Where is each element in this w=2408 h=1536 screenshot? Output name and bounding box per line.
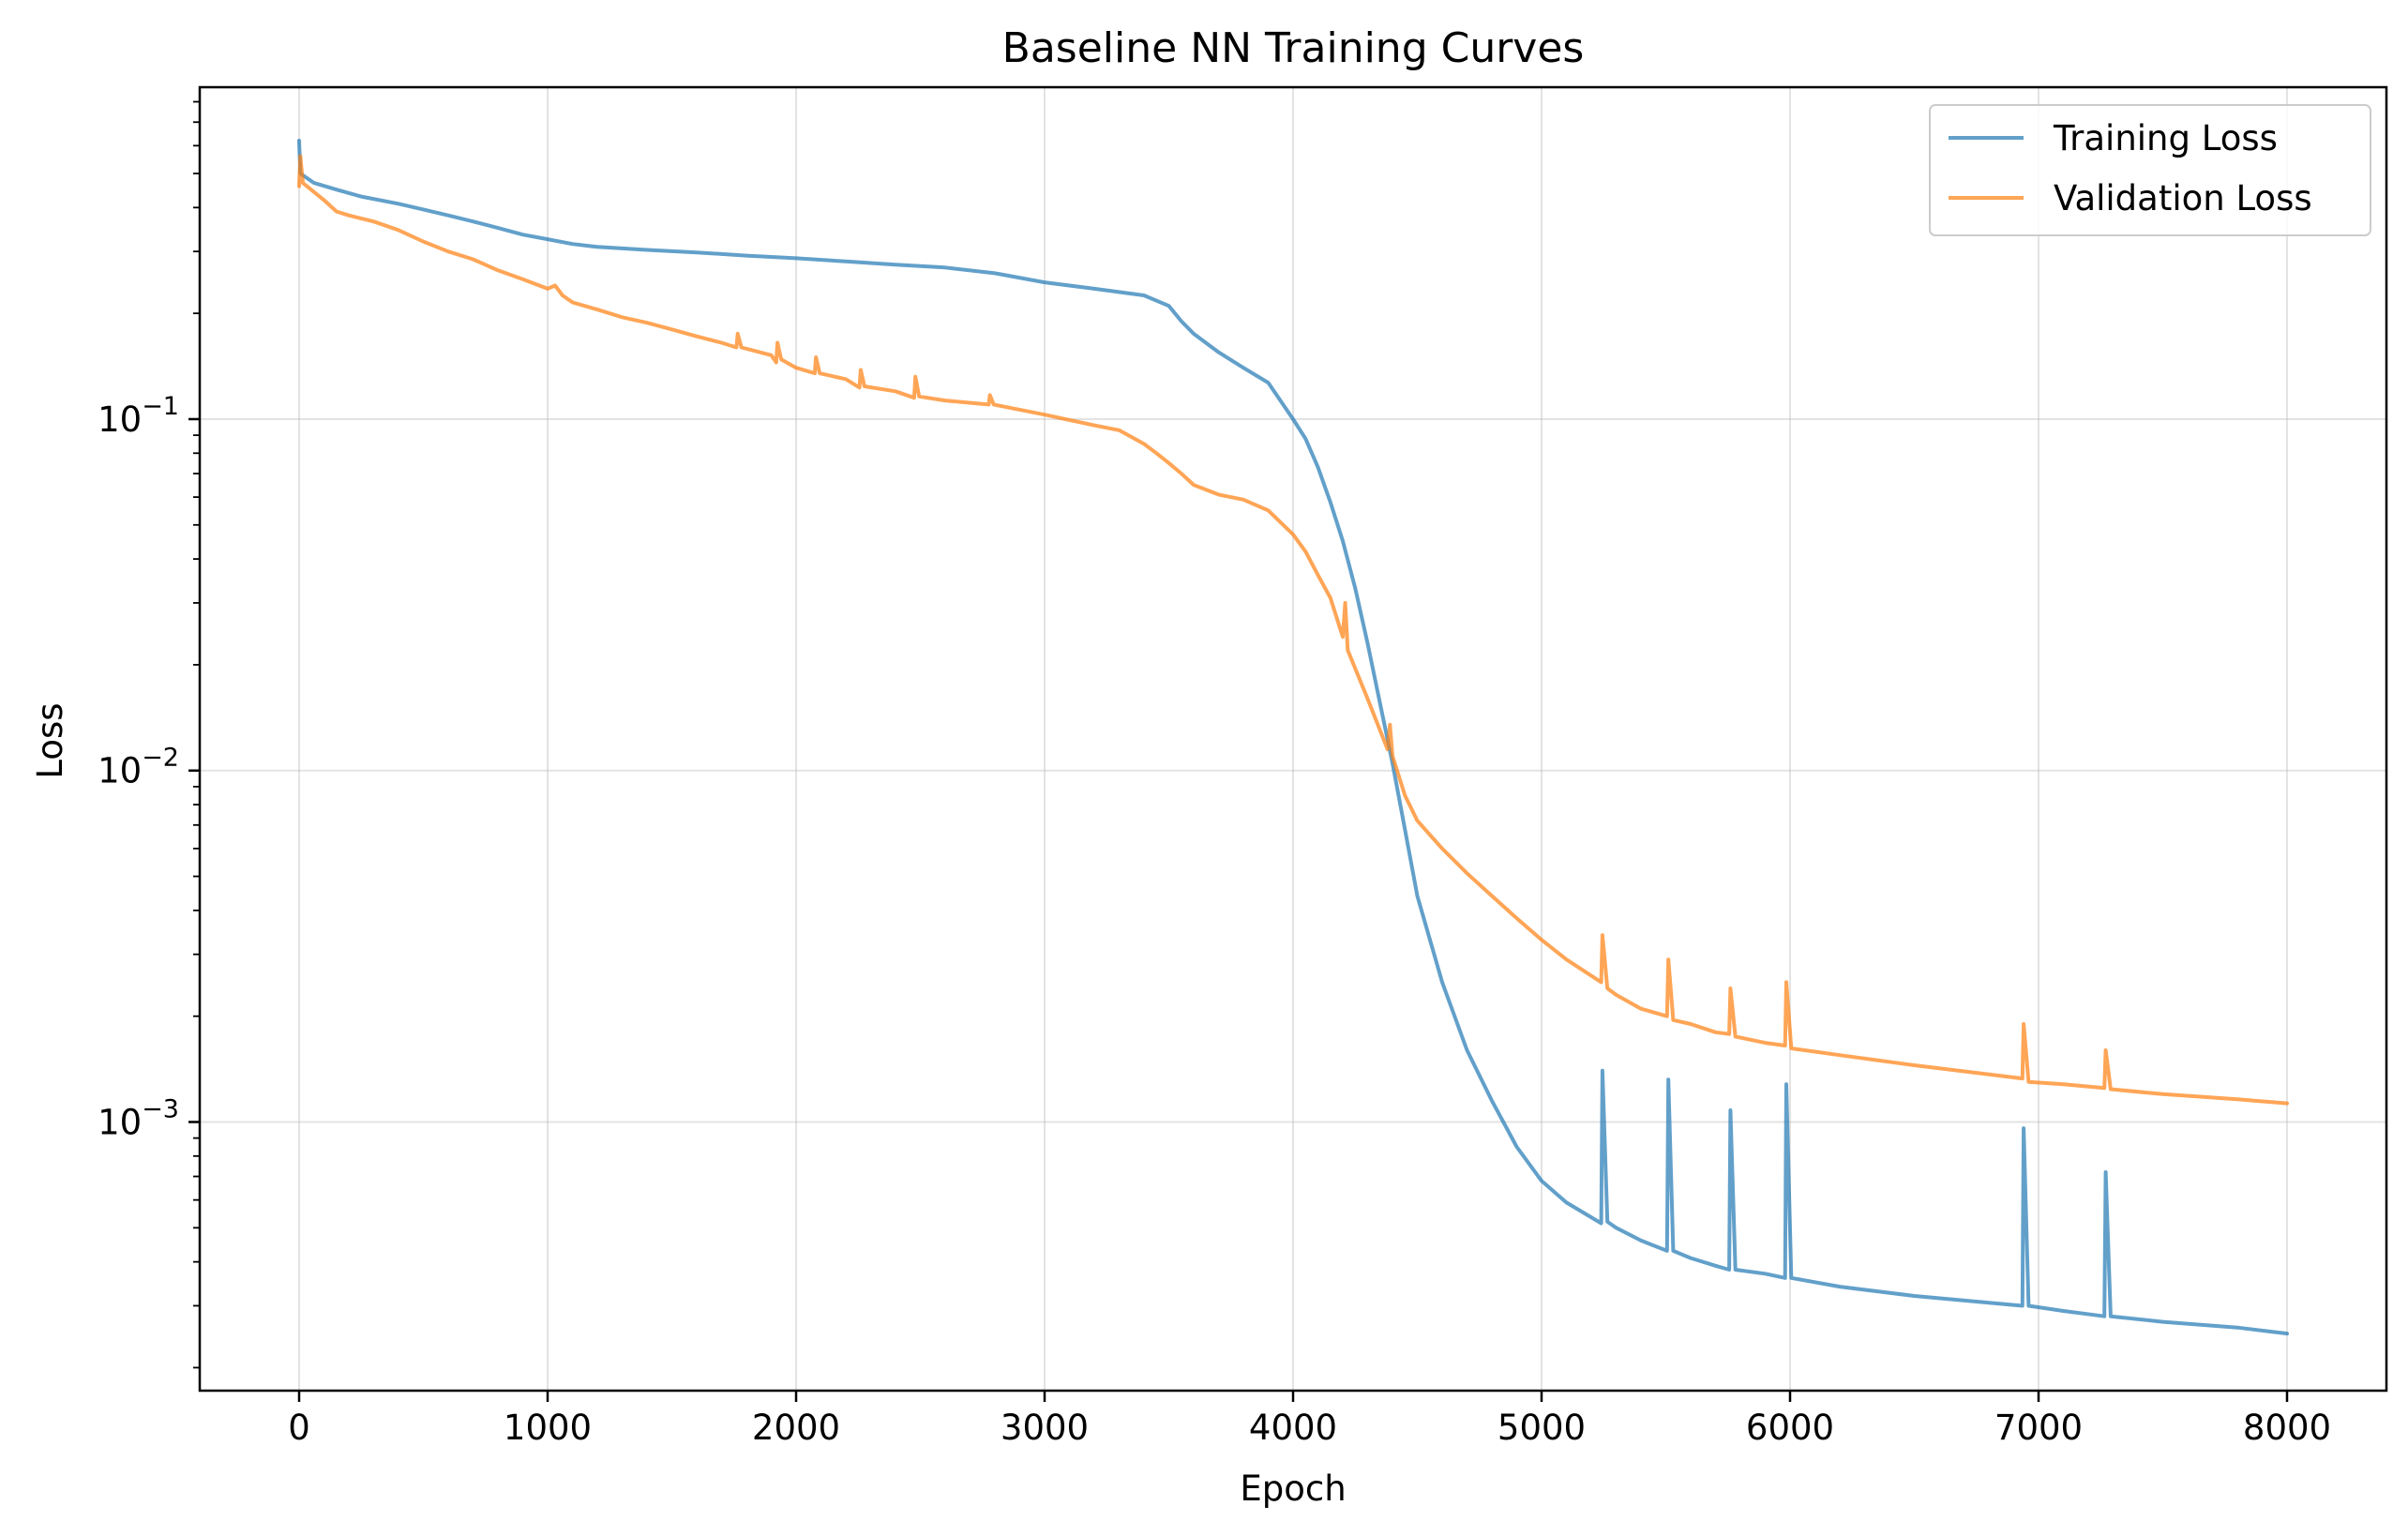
x-tick-label: 6000 [1746,1408,1834,1448]
x-tick-label: 0 [288,1408,310,1448]
x-tick-label: 5000 [1497,1408,1586,1448]
legend-box [1929,104,2371,236]
x-tick-label: 8000 [2243,1408,2331,1448]
x-axis-label: Epoch [1240,1468,1346,1509]
x-tick-label: 2000 [752,1408,840,1448]
training-loss-line [297,139,2289,1336]
x-tick-label: 7000 [1994,1408,2083,1448]
y-axis-label: Loss [30,702,70,778]
x-tick-label: 3000 [1001,1408,1089,1448]
grid-lines [200,87,2386,1391]
x-tick-label: 1000 [504,1408,592,1448]
legend-validation-label: Validation Loss [2054,178,2312,218]
legend-training-label: Training Loss [2053,118,2278,158]
y-tick-label: 10−1 [98,392,179,440]
series-lines [297,139,2289,1336]
y-tick-label: 10−2 [98,744,179,791]
legend: Training Loss Validation Loss [1929,104,2371,236]
axis-ticks: 0 1000 2000 3000 4000 5000 6000 7000 8000 10−3 10−… [98,100,2331,1448]
y-tick-label: 10−3 [98,1095,179,1143]
chart-title: Baseline NN Training Curves [1002,24,1585,72]
x-tick-label: 4000 [1249,1408,1337,1448]
validation-loss-line [297,154,2289,1106]
